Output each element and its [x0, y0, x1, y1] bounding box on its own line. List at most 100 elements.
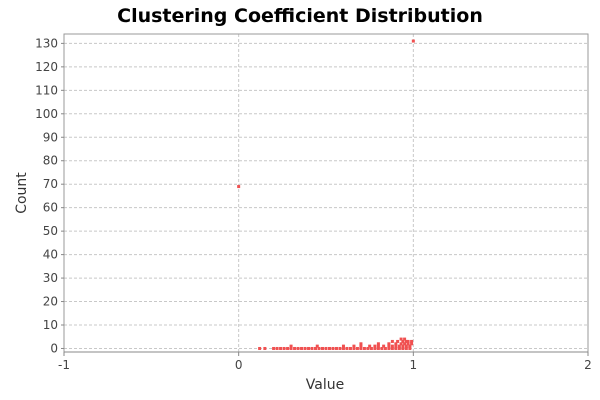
data-point [376, 344, 380, 348]
data-point [369, 346, 373, 350]
data-point [341, 346, 345, 350]
data-point [404, 339, 408, 343]
y-tick-label: 50 [43, 224, 58, 238]
data-point [403, 342, 407, 346]
data-point [303, 346, 307, 350]
data-point [289, 346, 293, 350]
data-point [394, 346, 398, 350]
x-axis-label: Value [306, 377, 344, 393]
data-point [410, 342, 414, 346]
data-point [348, 346, 352, 350]
y-tick-label: 0 [50, 341, 58, 355]
data-point [401, 344, 405, 348]
data-point [406, 339, 410, 343]
data-point [397, 344, 401, 348]
data-point [383, 346, 387, 350]
y-tick-label: 10 [43, 318, 58, 332]
data-point [410, 339, 414, 343]
chart-title: Clustering Coefficient Distribution [117, 5, 483, 27]
x-tick-label: 0 [235, 358, 243, 372]
grid [63, 34, 589, 352]
y-tick-label: 30 [43, 271, 58, 285]
data-point [334, 346, 338, 350]
data-point [359, 344, 363, 348]
data-point [300, 346, 304, 350]
data-point [373, 344, 377, 348]
data-point [314, 346, 318, 350]
data-point [390, 344, 394, 348]
data-point [258, 346, 262, 350]
data-point [324, 346, 328, 350]
x-tick-label: 2 [584, 358, 592, 372]
y-tick-label: 110 [35, 83, 58, 97]
y-tick-label: 40 [43, 248, 58, 262]
data-point [376, 342, 380, 346]
data-point [390, 339, 394, 343]
y-tick-label: 130 [35, 36, 58, 50]
data-point [387, 344, 391, 348]
data-point [293, 346, 297, 350]
y-tick-label: 120 [35, 60, 58, 74]
data-point [331, 346, 335, 350]
y-axis-label: Count [14, 172, 30, 214]
data-point [341, 344, 345, 348]
data-point [310, 346, 314, 350]
data-point [399, 337, 403, 341]
data-point [321, 346, 325, 350]
data-point [411, 39, 415, 43]
data-point [289, 344, 293, 348]
y-tick-label: 90 [43, 130, 58, 144]
data-point [401, 346, 405, 350]
data-point [359, 342, 363, 346]
y-tick-label: 60 [43, 201, 58, 215]
data-point [296, 346, 300, 350]
data-point [399, 342, 403, 346]
data-point [366, 346, 370, 350]
data-point [394, 342, 398, 346]
data-point [286, 346, 290, 350]
data-point [406, 342, 410, 346]
data-point [355, 346, 359, 350]
data-point [387, 342, 391, 346]
y-axis: 0 10 20 30 40 50 60 70 80 90 100 110 120 130 [35, 36, 64, 355]
data-point [390, 346, 394, 350]
y-tick-label: 80 [43, 154, 58, 168]
data-point [401, 339, 405, 343]
data-point [338, 346, 342, 350]
data-point [397, 346, 401, 350]
data-point [263, 346, 267, 350]
plot-area [63, 33, 589, 353]
points [237, 39, 415, 350]
data-point [403, 337, 407, 341]
data-point [352, 346, 356, 350]
data-point [315, 344, 319, 348]
data-point [408, 344, 412, 348]
data-point [404, 346, 408, 350]
data-point [376, 346, 380, 350]
data-point [382, 344, 386, 348]
data-point [275, 346, 279, 350]
data-point [317, 346, 321, 350]
data-point [380, 346, 384, 350]
x-tick-label: -1 [58, 358, 70, 372]
data-point [404, 344, 408, 348]
data-point [327, 346, 331, 350]
data-point [352, 344, 356, 348]
data-point [359, 346, 363, 350]
data-point [373, 346, 377, 350]
data-point [396, 339, 400, 343]
data-point [282, 346, 286, 350]
data-point [237, 185, 241, 189]
data-point [368, 344, 372, 348]
y-tick-label: 100 [35, 107, 58, 121]
data-point [362, 346, 366, 350]
data-point [387, 346, 391, 350]
data-point [394, 344, 398, 348]
y-tick-label: 20 [43, 295, 58, 309]
data-point [408, 346, 412, 350]
x-axis: -1 0 1 2 [58, 351, 592, 372]
data-point [345, 346, 349, 350]
x-tick-label: 1 [410, 358, 418, 372]
data-point [272, 346, 276, 350]
